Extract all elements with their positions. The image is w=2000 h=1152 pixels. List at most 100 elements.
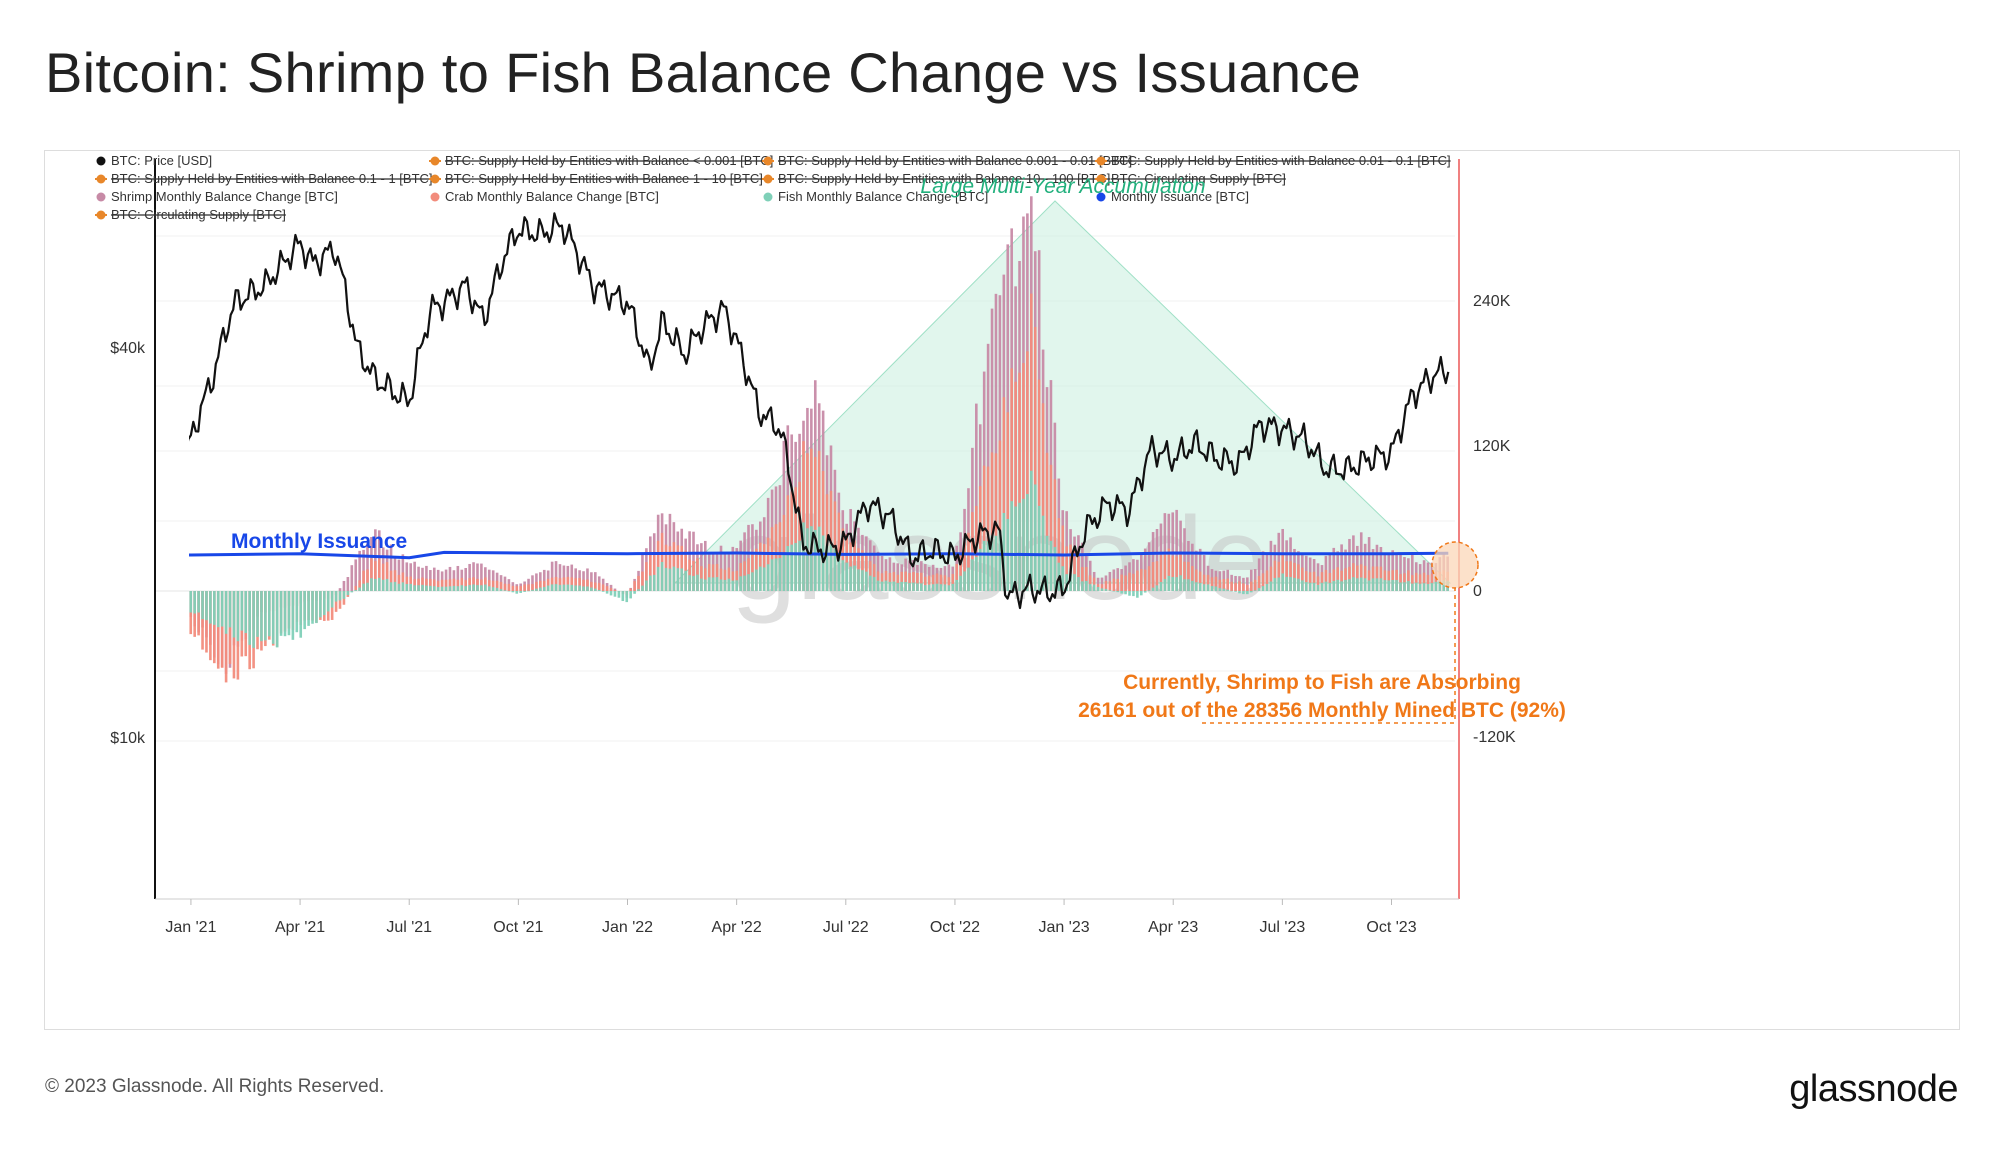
legend-item[interactable]: Shrimp Monthly Balance Change [BTC] [96, 189, 338, 204]
crab-bar [1348, 566, 1351, 591]
fish-bar [1092, 584, 1096, 591]
fish-bar [1324, 581, 1328, 591]
fish-bar [1407, 581, 1410, 591]
crab-bar [503, 583, 507, 591]
crab-bar [967, 532, 970, 591]
legend-item[interactable]: BTC: Price [USD] [96, 153, 213, 168]
fish-bar [762, 567, 766, 591]
shrimp-bar [374, 529, 377, 591]
shrimp-bar [413, 561, 416, 591]
fish-bar [236, 591, 240, 642]
fish-bar [707, 577, 711, 591]
fish-bar [562, 584, 566, 591]
fish-bar [186, 591, 189, 606]
legend-item[interactable]: Crab Monthly Balance Change [BTC] [430, 189, 659, 204]
crab-bar [1222, 579, 1226, 591]
fish-bar [1206, 584, 1210, 591]
legend-label: BTC: Supply Held by Entities with Balanc… [445, 153, 773, 168]
fish-bar [1096, 587, 1100, 591]
shrimp-bar [1332, 547, 1336, 591]
legend-marker-icon [96, 192, 106, 202]
crab-bar [660, 532, 664, 591]
crab-bar [1328, 573, 1332, 591]
legend-label: BTC: Supply Held by Entities with Balanc… [445, 171, 763, 186]
crab-bar [535, 581, 538, 591]
fish-bar [1104, 588, 1108, 591]
fish-bar [849, 566, 852, 591]
legend-item[interactable]: BTC: Supply Held by Entities with Balanc… [95, 171, 433, 186]
shrimp-bar [719, 545, 723, 591]
legend-item[interactable]: BTC: Supply Held by Entities with Balanc… [429, 153, 773, 168]
legend-label: Shrimp Monthly Balance Change [BTC] [111, 189, 338, 204]
fish-bar [684, 570, 687, 591]
fish-bar [649, 575, 652, 591]
fish-bar [1183, 579, 1186, 591]
crab-bar [605, 586, 609, 591]
y-right-tick-label: 120K [1473, 438, 1511, 455]
crab-bar [1159, 555, 1163, 591]
fish-bar [1387, 580, 1391, 591]
crab-bar [464, 580, 468, 591]
legend-item[interactable]: BTC: Supply Held by Entities with Balanc… [429, 171, 763, 186]
crab-bar [1344, 568, 1347, 591]
fish-bar [1273, 577, 1277, 591]
crab-bar [1324, 569, 1328, 591]
crab-bar [1092, 577, 1096, 591]
fish-bar [982, 540, 986, 591]
fish-bar [1045, 535, 1049, 591]
crab-bar [892, 572, 896, 591]
crab-bar [1045, 452, 1049, 591]
fish-bar [1100, 588, 1104, 591]
legend-item[interactable]: BTC: Circulating Supply [BTC] [95, 207, 286, 222]
shrimp-bar [558, 564, 562, 591]
fish-bar [1320, 582, 1324, 591]
crab-bar [1430, 573, 1434, 591]
fish-bar [1308, 582, 1312, 591]
fish-bar [1077, 577, 1080, 591]
crab-bar [1281, 554, 1284, 591]
fish-bar [232, 591, 236, 638]
fish-bar [311, 591, 314, 624]
fish-bar [923, 585, 927, 591]
crab-bar [1210, 577, 1214, 591]
fish-bar [743, 575, 746, 591]
crab-bar [178, 591, 181, 615]
crab-bar [1187, 561, 1190, 591]
crab-bar [480, 579, 483, 591]
legend-item[interactable]: Monthly Issuance [BTC] [1096, 189, 1250, 204]
fish-bar [617, 591, 621, 598]
fish-bar [495, 587, 499, 591]
shrimp-bar [389, 544, 393, 591]
shrimp-bar [542, 569, 546, 591]
legend-item[interactable]: BTC: Circulating Supply [BTC] [1095, 171, 1286, 186]
fish-bar [554, 584, 558, 591]
fish-bar [283, 591, 287, 637]
x-tick-label: Apr '23 [1148, 919, 1198, 936]
crab-bar [1116, 578, 1120, 591]
legend-item[interactable]: BTC: Supply Held by Entities with Balanc… [1095, 153, 1451, 168]
fish-bar [182, 591, 185, 603]
crab-bar [645, 562, 648, 591]
crab-bar [1191, 566, 1194, 591]
fish-bar [931, 584, 935, 591]
fish-bar [1285, 576, 1288, 591]
fish-bar [1143, 591, 1147, 593]
legend-item[interactable]: BTC: Supply Held by Entities with Balanc… [762, 153, 1132, 168]
fish-bar [798, 540, 801, 591]
legend[interactable]: BTC: Price [USD] BTC: Supply Held by Enti… [95, 153, 1451, 222]
fish-bar [570, 584, 574, 591]
fish-bar [1194, 582, 1198, 591]
shrimp-bar [491, 570, 495, 591]
crab-bar [1230, 581, 1233, 591]
fish-bar [578, 585, 581, 591]
legend-marker-icon [763, 192, 773, 202]
fish-bar [916, 583, 919, 591]
fish-bar [1246, 591, 1249, 595]
crab-bar [166, 591, 169, 596]
shrimp-bar [182, 591, 185, 610]
fish-bar [774, 558, 778, 591]
legend-item[interactable]: BTC: Supply Held by Entities with Balanc… [762, 171, 1110, 186]
legend-item[interactable]: Fish Monthly Balance Change [BTC] [763, 189, 989, 204]
fish-bar [491, 587, 495, 591]
